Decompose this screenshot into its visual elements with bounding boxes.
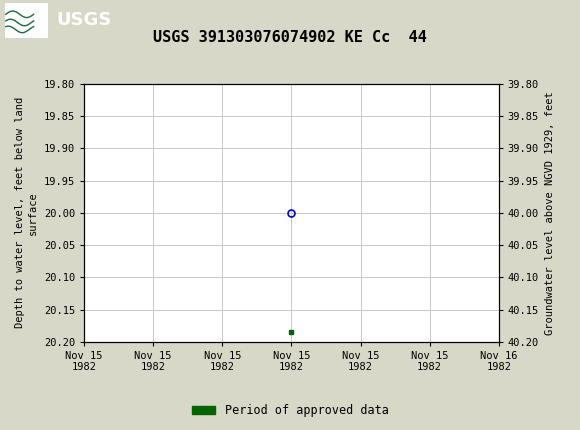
Text: USGS 391303076074902 KE Cc  44: USGS 391303076074902 KE Cc 44 xyxy=(153,30,427,45)
Y-axis label: Groundwater level above NGVD 1929, feet: Groundwater level above NGVD 1929, feet xyxy=(545,91,554,335)
Legend: Period of approved data: Period of approved data xyxy=(187,399,393,422)
Text: USGS: USGS xyxy=(57,11,112,29)
Y-axis label: Depth to water level, feet below land
surface: Depth to water level, feet below land su… xyxy=(15,97,38,329)
FancyBboxPatch shape xyxy=(5,3,48,37)
